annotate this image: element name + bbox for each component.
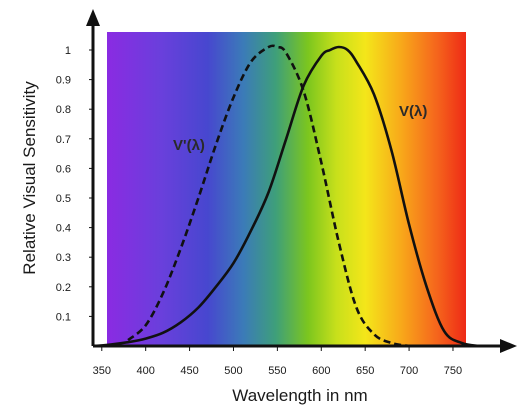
y-tick-label: 0.4 bbox=[56, 223, 71, 235]
series-line-v-lambda bbox=[92, 45, 480, 348]
x-axis-arrow bbox=[500, 339, 517, 353]
x-tick-label: 400 bbox=[137, 365, 155, 377]
x-tick-label: 600 bbox=[312, 365, 330, 377]
spectrum-background bbox=[107, 32, 466, 346]
y-tick-label: 0.3 bbox=[56, 252, 71, 264]
y-tick-label: 1 bbox=[65, 45, 71, 57]
y-tick-label: 0.7 bbox=[56, 134, 71, 146]
x-tick-label: 700 bbox=[400, 365, 418, 377]
x-tick-label: 650 bbox=[356, 365, 374, 377]
y-tick-label: 0.1 bbox=[56, 311, 71, 323]
x-tick-label: 350 bbox=[93, 365, 111, 377]
series-line-v-prime-lambda bbox=[127, 44, 410, 348]
x-tick-label: 550 bbox=[268, 365, 286, 377]
x-tick-label: 450 bbox=[180, 365, 198, 377]
x-axis-title: Wavelength in nm bbox=[232, 386, 367, 405]
y-tick-label: 0.2 bbox=[56, 282, 71, 294]
y-tick-label: 0.6 bbox=[56, 163, 71, 175]
y-axis-title: Relative Visual Sensitivity bbox=[20, 81, 39, 275]
x-tick-label: 750 bbox=[444, 365, 462, 377]
x-tick-label: 500 bbox=[224, 365, 242, 377]
y-tick-label: 0.9 bbox=[56, 75, 71, 87]
x-tick-labels: 350 400 450 500 550 600 650 700 750 bbox=[93, 365, 463, 377]
series-label-v-prime-lambda: V'(λ) bbox=[173, 137, 205, 154]
y-axis-arrow bbox=[86, 9, 100, 26]
y-tick-label: 0.8 bbox=[56, 104, 71, 116]
y-tick-label: 0.5 bbox=[56, 193, 71, 205]
series-label-v-lambda: V(λ) bbox=[399, 103, 427, 120]
y-tick-labels: 0.1 0.2 0.3 0.4 0.5 0.6 0.7 0.8 0.9 1 bbox=[56, 45, 71, 323]
